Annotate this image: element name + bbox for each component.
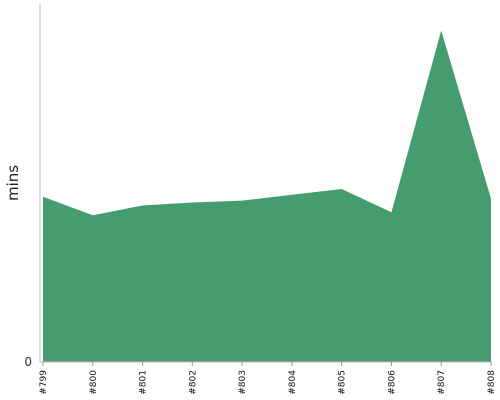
x-tick-label: #805 [338, 370, 348, 395]
x-tick-label: #803 [238, 370, 248, 395]
x-tick-label: #808 [487, 370, 497, 395]
x-tick-label: #806 [387, 370, 397, 395]
x-tick-label: #801 [139, 370, 149, 395]
x-tick-label: #804 [288, 370, 298, 395]
x-tick-label: #800 [89, 370, 99, 395]
plot-area [43, 30, 491, 362]
x-axis-ticks: #799 #800 #801 #802 #803 #804 #805 #806 #807 #808 [39, 362, 497, 395]
y-axis-ticks: 0 [24, 355, 32, 369]
y-tick-label: 0 [24, 355, 32, 369]
y-axis-title: mins [4, 165, 22, 201]
x-tick-label: #802 [188, 370, 198, 395]
series-area [43, 30, 491, 362]
x-tick-label: #807 [437, 370, 447, 395]
x-tick-label: #799 [39, 370, 49, 395]
